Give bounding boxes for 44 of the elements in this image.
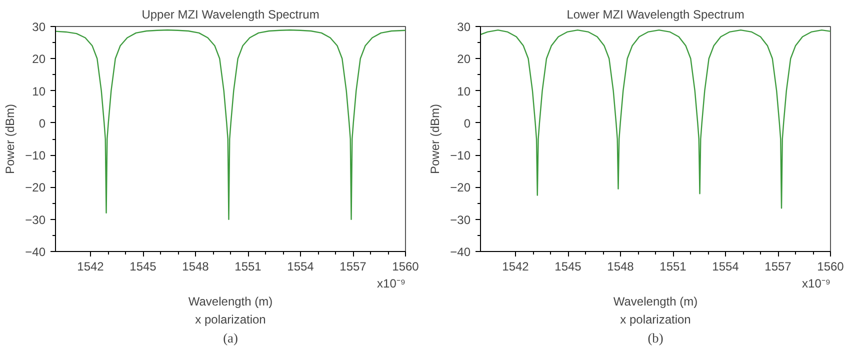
x-tick-label: 1554: [287, 260, 314, 274]
x-tick-label: 1545: [130, 260, 157, 274]
y-tick-label: 30: [32, 20, 46, 34]
chart-title: Lower MZI Wavelength Spectrum: [566, 8, 744, 22]
y-tick-label: 0: [38, 116, 46, 130]
y-tick-label: −10: [450, 148, 471, 163]
y-tick-label: 10: [32, 84, 46, 98]
x-tick-label: 1560: [392, 260, 420, 274]
line-series: [56, 29, 406, 220]
y-tick-label: 20: [457, 52, 471, 66]
x-tick-label: 1548: [607, 260, 634, 274]
y-tick-label: −20: [450, 180, 471, 195]
x-tick-label: 1551: [234, 260, 262, 274]
x-tick-label: 1542: [77, 260, 104, 274]
line-series: [480, 29, 830, 209]
y-tick-label: 20: [32, 52, 46, 66]
x-tick-label: 1560: [817, 260, 844, 274]
text: (b): [648, 330, 664, 346]
y-tick-label: −30: [450, 212, 471, 227]
x-tick-label: 1545: [554, 260, 582, 274]
x-tick-label: 1551: [660, 260, 687, 274]
y-tick-label: −40: [25, 245, 46, 259]
text: x polarization: [195, 312, 266, 326]
x-axis-title: Wavelength (m): [188, 294, 273, 308]
y-tick-label: −20: [25, 180, 46, 195]
x-tick-label: 1542: [502, 260, 530, 274]
text: x10⁻⁹: [802, 276, 831, 290]
y-tick-label: −10: [25, 148, 46, 163]
y-tick-label: 10: [457, 84, 471, 98]
x-tick-label: 1557: [340, 260, 367, 274]
y-axis-title: Power (dBm): [3, 104, 18, 174]
x-axis-title: Wavelength (m): [613, 294, 698, 308]
x-tick-label: 1554: [712, 260, 740, 274]
chart-title: Upper MZI Wavelength Spectrum: [142, 8, 320, 22]
y-tick-label: −40: [450, 245, 471, 259]
y-tick-label: 30: [457, 20, 471, 34]
y-tick-label: 0: [464, 116, 471, 130]
x-tick-label: 1548: [182, 260, 210, 274]
text: x10⁻⁹: [377, 276, 406, 290]
x-tick-label: 1557: [764, 260, 792, 274]
text: (a): [223, 330, 238, 346]
y-axis-title: Power (dBm): [428, 104, 442, 174]
y-tick-label: −30: [25, 212, 46, 227]
text: x polarization: [620, 312, 691, 326]
